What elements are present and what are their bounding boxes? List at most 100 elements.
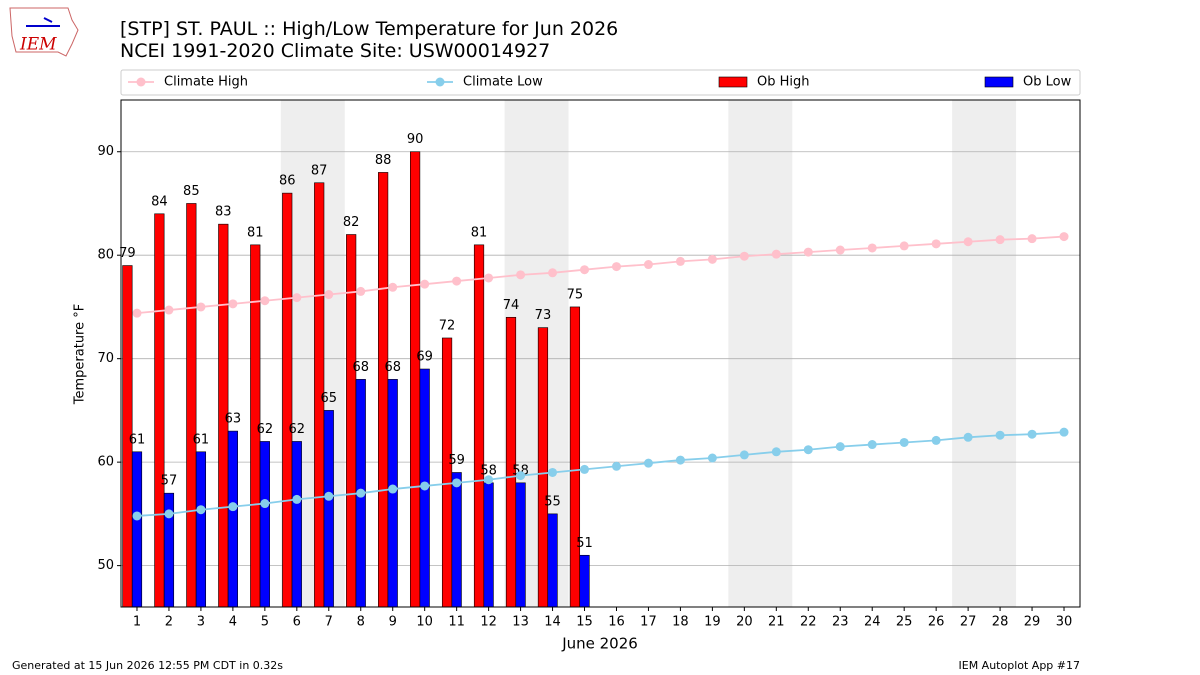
- x-tick-label: 30: [1056, 615, 1073, 630]
- chart-title: [STP] ST. PAUL :: High/Low Temperature f…: [120, 18, 618, 40]
- x-tick-label: 6: [293, 615, 301, 630]
- bar: [547, 513, 558, 608]
- climate-point: [324, 491, 334, 501]
- bar-value-label: 81: [471, 225, 488, 240]
- x-tick-label: 19: [704, 615, 721, 630]
- bar-value-label: 68: [352, 360, 369, 375]
- legend-swatch: [984, 76, 1014, 88]
- legend-label: Climate Low: [463, 75, 543, 90]
- x-tick-label: 13: [512, 615, 529, 630]
- bar-value-label: 79: [119, 246, 136, 261]
- bar: [227, 430, 238, 608]
- weekend-shade: [952, 100, 1017, 607]
- bar: [131, 451, 143, 608]
- bar: [441, 337, 453, 608]
- climate-point: [707, 453, 717, 463]
- climate-point: [388, 282, 398, 292]
- x-tick-label: 28: [992, 615, 1009, 630]
- x-tick-label: 3: [197, 615, 205, 630]
- bar-value-label: 58: [480, 463, 497, 478]
- bar: [259, 441, 270, 608]
- bar-value-label: 84: [151, 194, 168, 209]
- bar-value-label: 88: [375, 153, 392, 168]
- climate-point: [516, 471, 526, 481]
- climate-point: [1027, 429, 1037, 439]
- climate-point: [643, 458, 653, 468]
- climate-point: [995, 235, 1005, 245]
- bar: [537, 327, 549, 608]
- bar: [473, 244, 485, 608]
- climate-point: [356, 488, 366, 498]
- climate-point: [164, 305, 174, 315]
- climate-point: [675, 256, 685, 266]
- x-tick-label: 1: [133, 615, 141, 630]
- bar: [186, 203, 197, 608]
- x-tick-label: 14: [544, 615, 561, 630]
- bar: [451, 472, 462, 608]
- climate-point: [228, 502, 238, 512]
- logo-text: IEM: [19, 35, 57, 55]
- climate-point: [835, 245, 845, 255]
- climate-point: [196, 302, 206, 312]
- climate-point: [388, 484, 398, 494]
- legend-swatch: [718, 76, 748, 88]
- bar: [378, 172, 389, 608]
- climate-point: [739, 251, 749, 261]
- bar: [409, 151, 421, 608]
- bar-value-label: 69: [416, 350, 433, 365]
- climate-point: [516, 270, 526, 280]
- footer-right: IEM Autoplot App #17: [959, 659, 1081, 672]
- bar-value-label: 73: [535, 308, 552, 323]
- climate-point: [132, 511, 142, 521]
- x-tick-label: 27: [960, 615, 977, 630]
- bar: [346, 234, 357, 608]
- x-tick-label: 24: [864, 615, 881, 630]
- climate-point: [356, 286, 366, 296]
- bar: [323, 410, 334, 608]
- x-tick-label: 16: [608, 615, 625, 630]
- bar-value-label: 68: [384, 360, 401, 375]
- bar: [195, 451, 207, 608]
- climate-point: [228, 299, 238, 309]
- climate-line: [136, 431, 1065, 517]
- bar-value-label: 65: [321, 391, 338, 406]
- x-tick-label: 25: [896, 615, 913, 630]
- x-tick-label: 22: [800, 615, 817, 630]
- weekend-shade: [728, 100, 793, 607]
- x-tick-label: 5: [261, 615, 269, 630]
- y-tick-label: 50: [97, 558, 114, 573]
- y-axis-label: Temperature °F: [73, 304, 88, 405]
- legend-label: Ob Low: [1023, 75, 1072, 90]
- x-tick-label: 10: [416, 615, 433, 630]
- bar: [579, 554, 590, 608]
- climate-point: [675, 455, 685, 465]
- climate-point: [484, 273, 494, 283]
- climate-point: [995, 430, 1005, 440]
- climate-point: [771, 447, 781, 457]
- x-tick-label: 4: [229, 615, 237, 630]
- x-tick-label: 20: [736, 615, 753, 630]
- bar-value-label: 90: [407, 132, 424, 147]
- legend-swatch-point: [435, 77, 445, 87]
- bar-value-label: 62: [289, 422, 306, 437]
- x-tick-label: 7: [325, 615, 333, 630]
- plot-frame: [120, 99, 1081, 608]
- bar-value-label: 61: [193, 432, 210, 447]
- y-tick-label: 80: [97, 248, 114, 263]
- footer-left: Generated at 15 Jun 2026 12:55 PM CDT in…: [12, 659, 283, 672]
- climate-point: [931, 239, 941, 249]
- climate-point: [867, 440, 877, 450]
- bar-value-label: 83: [215, 205, 232, 220]
- x-tick-label: 9: [389, 615, 397, 630]
- climate-line: [136, 235, 1065, 315]
- bar-value-label: 81: [247, 225, 264, 240]
- climate-point: [611, 262, 621, 272]
- logo: IEM: [9, 7, 79, 57]
- climate-point: [803, 445, 813, 455]
- climate-point: [739, 450, 749, 460]
- chart-subtitle: NCEI 1991-2020 Climate Site: USW00014927: [120, 40, 550, 62]
- bar-value-label: 57: [161, 474, 178, 489]
- legend-label: Ob High: [757, 75, 810, 90]
- bar-value-label: 55: [544, 494, 561, 509]
